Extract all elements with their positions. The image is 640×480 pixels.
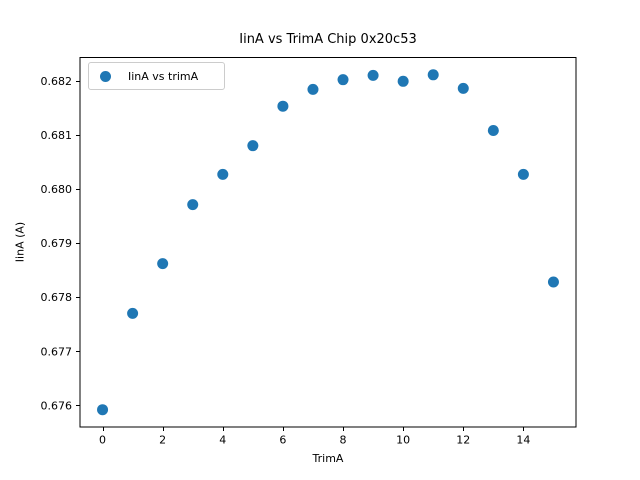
- x-tick-label: 8: [340, 434, 347, 447]
- data-point: [337, 74, 349, 86]
- y-tick-label: 0.678: [41, 291, 73, 304]
- data-point: [427, 69, 439, 81]
- y-tick-label: 0.677: [41, 345, 73, 358]
- legend-label: IinA vs trimA: [128, 69, 199, 83]
- y-tick-label: 0.680: [41, 183, 73, 196]
- x-tick-label: 0: [99, 434, 106, 447]
- data-point: [127, 307, 139, 319]
- y-axis-label: IinA (A): [13, 221, 27, 263]
- data-point: [547, 276, 559, 288]
- data-point: [97, 404, 109, 416]
- y-tick-label: 0.681: [41, 129, 73, 142]
- data-point: [307, 83, 319, 95]
- axes-frame: [79, 57, 577, 428]
- data-point: [157, 258, 169, 270]
- y-tick-label: 0.679: [41, 237, 73, 250]
- x-tick-label: 4: [219, 434, 226, 447]
- x-axis-label: TrimA: [312, 452, 344, 465]
- y-tick-label: 0.682: [41, 75, 73, 88]
- y-tick-label: 0.676: [41, 399, 73, 412]
- x-tick-label: 6: [279, 434, 286, 447]
- x-tick-label: 2: [159, 434, 166, 447]
- x-tick-label: 12: [456, 434, 470, 447]
- chart-title: IinA vs TrimA Chip 0x20c53: [239, 32, 417, 47]
- data-point: [517, 168, 529, 180]
- legend: IinA vs trimA: [88, 62, 225, 90]
- data-point: [187, 199, 199, 211]
- data-point: [277, 100, 289, 112]
- data-point: [397, 75, 409, 87]
- data-point: [367, 69, 379, 81]
- x-tick-label: 14: [516, 434, 530, 447]
- data-point: [487, 125, 499, 137]
- data-point: [457, 82, 469, 94]
- data-point: [217, 168, 229, 180]
- x-tick-label: 10: [396, 434, 410, 447]
- legend-circle-marker-icon: [100, 70, 111, 82]
- data-point: [247, 140, 259, 152]
